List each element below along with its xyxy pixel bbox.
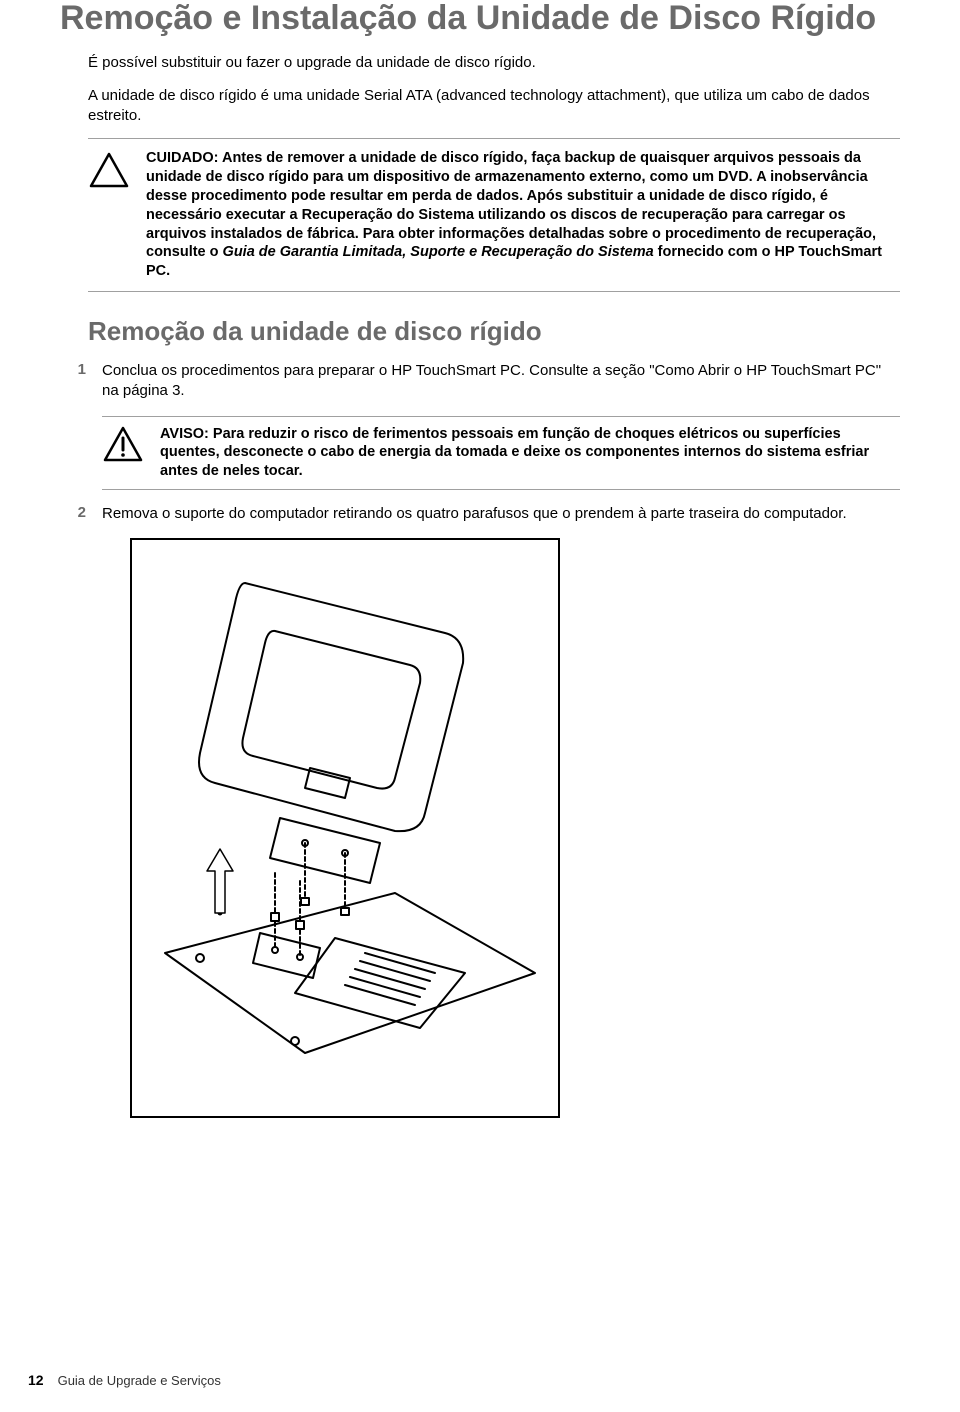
- intro-paragraph-1: É possível substituir ou fazer o upgrade…: [60, 53, 900, 73]
- step-text: Conclua os procedimentos para preparar o…: [102, 361, 900, 402]
- step-text: Remova o suporte do computador retirando…: [102, 504, 900, 524]
- main-title: Remoção e Instalação da Unidade de Disco…: [60, 0, 900, 37]
- footer-label: Guia de Upgrade e Serviços: [58, 1373, 221, 1388]
- divider: [102, 489, 900, 490]
- caution-text: CUIDADO: Antes de remover a unidade de d…: [146, 149, 900, 281]
- section-title: Remoção da unidade de disco rígido: [60, 316, 900, 347]
- page-footer: 12 Guia de Upgrade e Serviços: [28, 1372, 221, 1388]
- step-row: 2 Remova o suporte do computador retiran…: [60, 504, 900, 524]
- figure-diagram: [130, 538, 560, 1118]
- divider: [88, 291, 900, 292]
- intro-paragraph-2: A unidade de disco rígido é uma unidade …: [60, 86, 900, 127]
- page-number: 12: [28, 1372, 44, 1388]
- step-row: 1 Conclua os procedimentos para preparar…: [60, 361, 900, 402]
- caution-triangle-icon: [88, 149, 146, 189]
- caution-italic: Guia de Garantia Limitada, Suporte e Rec…: [223, 244, 654, 260]
- divider: [88, 138, 900, 139]
- diagram-svg: [145, 553, 545, 1103]
- step-number: 1: [60, 361, 102, 378]
- caution-block: CUIDADO: Antes de remover a unidade de d…: [60, 149, 900, 281]
- warning-triangle-icon: [102, 425, 160, 463]
- warning-block: AVISO: Para reduzir o risco de ferimento…: [60, 425, 900, 482]
- step-number: 2: [60, 504, 102, 521]
- divider: [102, 416, 900, 417]
- warning-text: AVISO: Para reduzir o risco de ferimento…: [160, 425, 900, 482]
